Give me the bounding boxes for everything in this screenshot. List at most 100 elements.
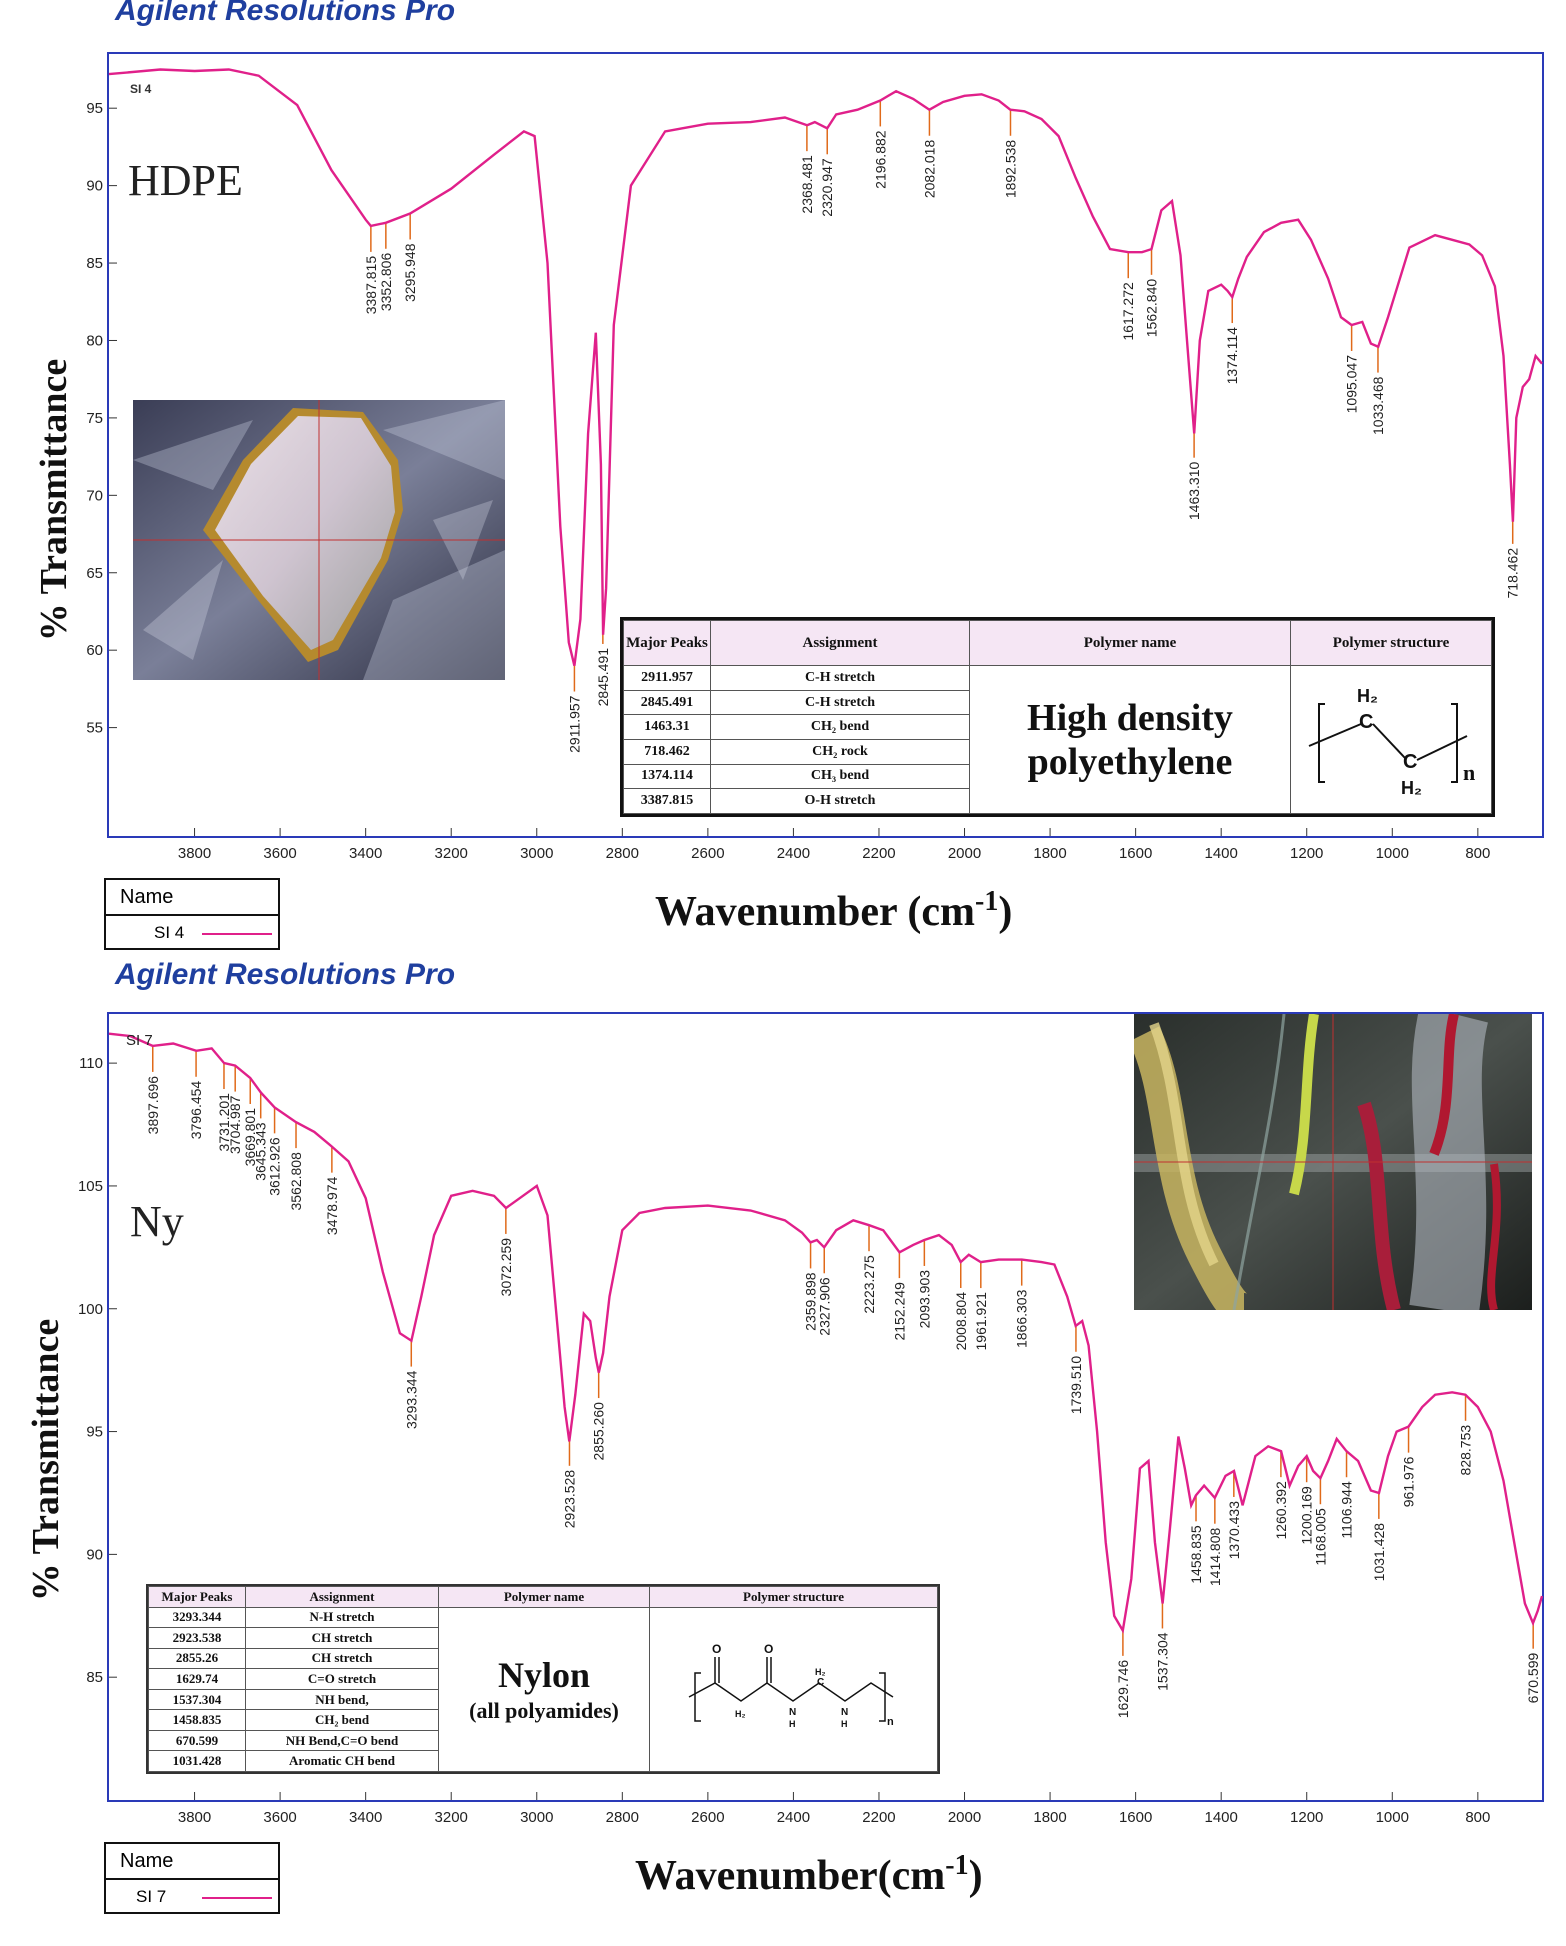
col-header-polymer-name: Polymer name — [438, 1586, 650, 1608]
table-cell-assignment: C-H stretch — [710, 665, 970, 691]
table-cell-peak: 2911.957 — [623, 665, 711, 691]
y-tick-label: 90 — [86, 1546, 103, 1563]
svg-text:H₂: H₂ — [1357, 686, 1378, 706]
y-tick-label: 100 — [78, 1301, 103, 1318]
y-tick-label: 105 — [78, 1178, 103, 1195]
svg-text:H₂: H₂ — [815, 1667, 826, 1677]
polymer-structure-cell: H₂ C C H₂ n — [1290, 665, 1492, 814]
table-cell-assignment: CH₂ rock — [710, 739, 970, 765]
plot-frame-top — [107, 52, 1544, 838]
table-cell-peak: 1629.74 — [148, 1668, 246, 1690]
x-tick-label: 800 — [1465, 1809, 1490, 1826]
table-cell-peak: 1031.428 — [148, 1750, 246, 1772]
svg-text:N: N — [841, 1707, 848, 1718]
y-tick-label: 70 — [86, 487, 103, 504]
svg-text:N: N — [789, 1707, 796, 1718]
peak-table-hdpe: Major Peaks Assignment Polymer name Poly… — [620, 617, 1495, 817]
x-tick-label: 1400 — [1204, 845, 1237, 862]
x-tick-label: 1200 — [1290, 845, 1323, 862]
table-cell-assignment: CH stretch — [245, 1647, 439, 1670]
col-header-assignment: Assignment — [245, 1586, 439, 1608]
table-cell-peak: 3387.815 — [623, 788, 711, 814]
x-tick-label: 2600 — [691, 1809, 724, 1826]
polymer-structure-cell: O O H₂ N H H₂ C N H n — [649, 1606, 938, 1773]
table-cell-peak: 1374.114 — [623, 763, 711, 790]
x-tick-label: 3000 — [520, 1809, 553, 1826]
x-tick-label: 800 — [1465, 845, 1490, 862]
y-axis-label: % Transmittance — [25, 1319, 67, 1602]
svg-text:H₂: H₂ — [1401, 778, 1422, 798]
table-cell-peak: 2845.491 — [623, 689, 711, 716]
y-tick-label: 110 — [79, 1055, 103, 1072]
x-tick-label: 2400 — [777, 845, 810, 862]
table-cell-peak: 1463.31 — [623, 714, 711, 741]
y-tick-label: 95 — [86, 100, 103, 117]
svg-text:H: H — [841, 1719, 848, 1729]
sample-photo-hdpe — [133, 400, 505, 680]
x-tick-label: 1800 — [1033, 1809, 1066, 1826]
svg-text:C: C — [1359, 711, 1373, 733]
table-cell-peak: 1537.304 — [148, 1688, 246, 1711]
table-cell-assignment: O-H stretch — [710, 788, 970, 814]
polymer-name-cell: Nylon (all polyamides) — [438, 1606, 650, 1773]
polymer-name: High density polyethylene — [1027, 696, 1233, 783]
x-tick-label: 3000 — [520, 845, 553, 862]
polyethylene-structure: H₂ C C H₂ n — [1308, 686, 1475, 798]
sample-photo-nylon — [1134, 1014, 1532, 1310]
x-axis-label: Wavenumber (cm-1) — [655, 886, 1013, 935]
y-tick-label: 65 — [86, 565, 103, 582]
legend-entry: SI 4 — [106, 916, 278, 950]
table-cell-peak: 1458.835 — [148, 1709, 246, 1731]
legend-bottom: Name SI 7 — [104, 1842, 280, 1914]
svg-text:C: C — [817, 1677, 824, 1688]
svg-text:n: n — [887, 1716, 894, 1728]
svg-text:H: H — [789, 1719, 796, 1729]
legend-top: Name SI 4 — [104, 878, 280, 950]
x-tick-label: 2200 — [862, 1809, 895, 1826]
table-cell-assignment: C=O stretch — [245, 1668, 439, 1690]
x-tick-label: 3400 — [349, 845, 382, 862]
table-cell-peak: 670.599 — [148, 1729, 246, 1752]
x-tick-label: 1600 — [1119, 845, 1152, 862]
x-tick-label: 1000 — [1376, 1809, 1409, 1826]
col-header-structure: Polymer structure — [1290, 619, 1492, 667]
y-tick-label: 95 — [86, 1424, 103, 1441]
x-tick-label: 3200 — [435, 845, 468, 862]
legend-title: Name — [106, 880, 278, 916]
table-cell-assignment: CH₂ bend — [245, 1709, 439, 1731]
col-header-peaks: Major Peaks — [148, 1586, 246, 1608]
y-axis-label: % Transmittance — [33, 359, 75, 642]
polymer-name: Nylon (all polyamides) — [469, 1655, 619, 1724]
x-tick-label: 1800 — [1033, 845, 1066, 862]
x-tick-label: 2400 — [777, 1809, 810, 1826]
table-cell-assignment: CH stretch — [245, 1627, 439, 1649]
y-tick-label: 60 — [86, 642, 103, 659]
table-cell-assignment: Aromatic CH bend — [245, 1750, 439, 1772]
table-cell-assignment: CH₃ bend — [710, 763, 970, 790]
x-tick-label: 3400 — [349, 1809, 382, 1826]
svg-text:O: O — [712, 1642, 721, 1656]
col-header-structure: Polymer structure — [649, 1586, 938, 1608]
svg-text:O: O — [764, 1642, 773, 1656]
x-tick-label: 1400 — [1204, 1809, 1237, 1826]
x-tick-label: 1200 — [1290, 1809, 1323, 1826]
x-tick-label: 3600 — [263, 1809, 296, 1826]
table-cell-peak: 2923.538 — [148, 1627, 246, 1649]
y-tick-label: 90 — [86, 178, 103, 195]
x-tick-label: 1600 — [1119, 1809, 1152, 1826]
table-cell-assignment: CH₂ bend — [710, 714, 970, 741]
y-tick-label: 85 — [86, 1669, 103, 1686]
table-cell-peak: 2855.26 — [148, 1647, 246, 1670]
peak-table-nylon: Major Peaks Assignment Polymer name Poly… — [146, 1584, 940, 1774]
y-tick-label: 80 — [86, 332, 103, 349]
x-tick-label: 2000 — [948, 845, 981, 862]
table-cell-peak: 718.462 — [623, 739, 711, 765]
table-cell-peak: 3293.344 — [148, 1606, 246, 1629]
x-tick-label: 3800 — [178, 1809, 211, 1826]
table-cell-assignment: C-H stretch — [710, 689, 970, 716]
col-header-peaks: Major Peaks — [623, 619, 711, 667]
y-tick-label: 55 — [86, 720, 103, 737]
svg-text:H₂: H₂ — [735, 1709, 746, 1719]
app-header-bottom: Agilent Resolutions Pro — [115, 958, 456, 991]
col-header-assignment: Assignment — [710, 619, 970, 667]
